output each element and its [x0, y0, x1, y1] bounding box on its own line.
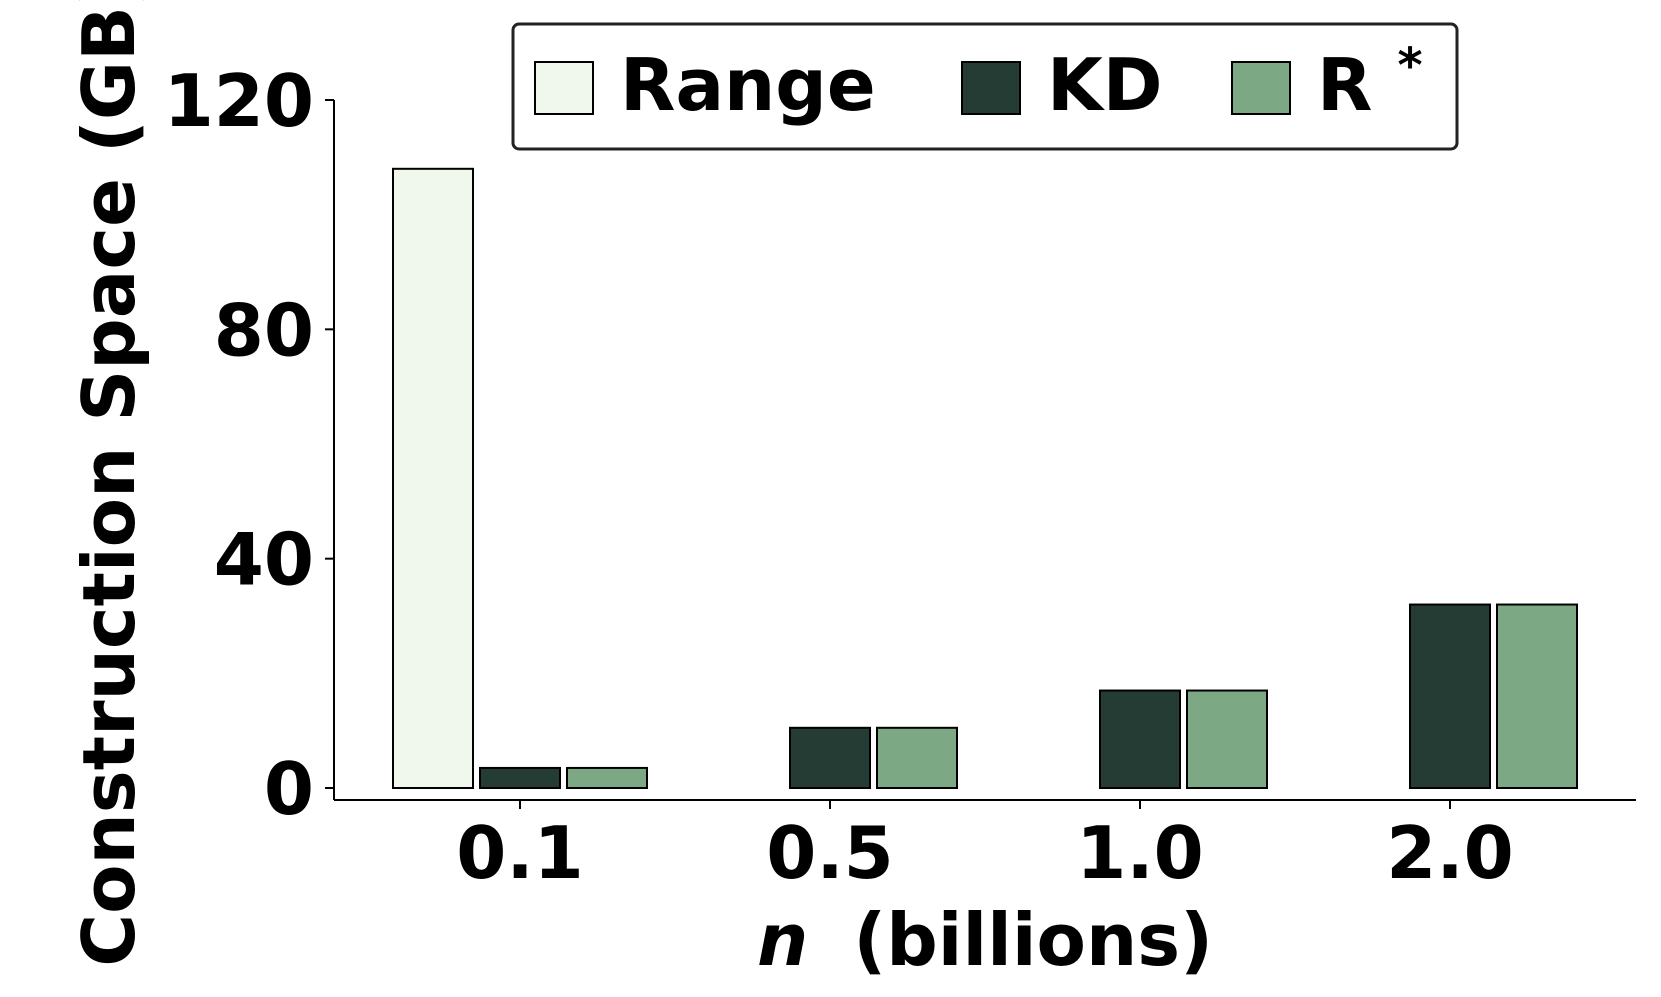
- legend-label-rstar-superscript: *: [1398, 38, 1423, 94]
- legend-swatch-range: [534, 61, 594, 115]
- legend-label-kd: KD: [1047, 43, 1163, 127]
- x-tick-label: 0.1: [456, 811, 584, 895]
- legend-label-range: Range: [620, 43, 876, 127]
- x-axis-title: n (billions): [757, 898, 1213, 982]
- y-tick-label: 120: [164, 59, 314, 143]
- x-ticks: 0.1 0.5 1.0 2.0: [456, 800, 1514, 895]
- bar-r-2-0: [1496, 603, 1578, 789]
- legend-swatch-rstar: [1231, 61, 1291, 115]
- y-axis-title: Construction Space (GB): [67, 0, 151, 967]
- bar-kd-0-5: [789, 726, 871, 789]
- bar-kd-1-0: [1099, 689, 1181, 789]
- bar-kd-0-1: [479, 766, 561, 790]
- x-tick-label: 2.0: [1386, 811, 1514, 895]
- y-tick-label: 80: [214, 288, 314, 372]
- legend-swatch-kd: [961, 61, 1021, 115]
- bars: [392, 167, 1578, 790]
- bar-r-0-5: [876, 726, 958, 789]
- bar-r-0-1: [566, 766, 648, 790]
- legend-label-rstar: R *: [1317, 38, 1423, 127]
- x-tick-label: 1.0: [1076, 811, 1204, 895]
- legend-label-rstar-base: R: [1317, 43, 1372, 127]
- legend: Range KD R *: [511, 22, 1459, 151]
- x-tick-label: 0.5: [766, 811, 894, 895]
- bar-r-1-0: [1186, 689, 1268, 789]
- x-axis-title-variable: n: [757, 898, 808, 982]
- y-tick-label: 40: [214, 518, 314, 602]
- x-axis-title-unit: (billions): [853, 898, 1213, 982]
- y-ticks: 0 40 80 120: [164, 59, 334, 831]
- y-tick-label: 0: [264, 747, 314, 831]
- bar-range-0-1: [392, 167, 474, 790]
- bar-kd-2-0: [1409, 603, 1491, 789]
